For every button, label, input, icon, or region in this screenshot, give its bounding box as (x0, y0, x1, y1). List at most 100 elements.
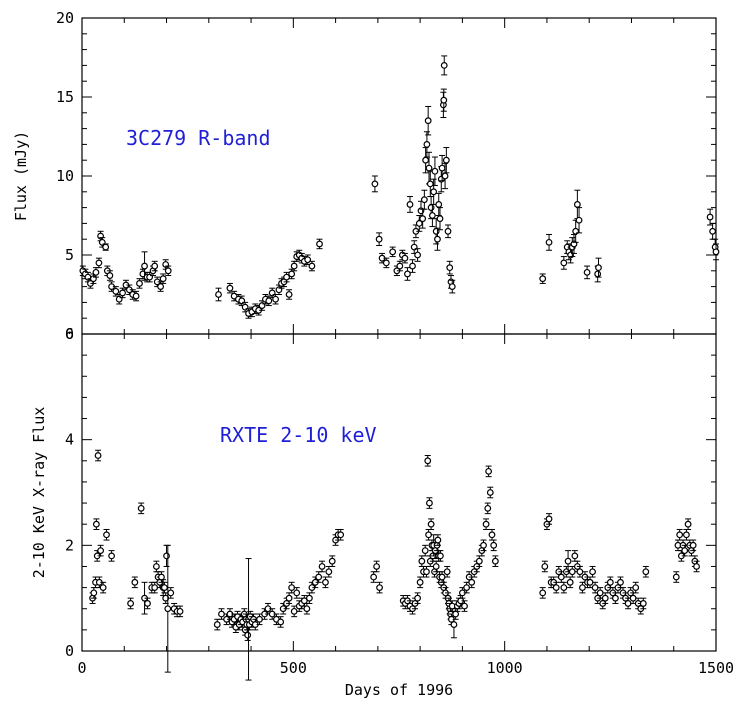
data-point (241, 301, 249, 313)
data-point (401, 252, 409, 264)
data-point (566, 576, 574, 589)
data-point (485, 465, 493, 478)
data-marker (108, 552, 115, 560)
data-point (639, 597, 647, 610)
data-marker (450, 621, 458, 628)
data-point (308, 260, 316, 272)
data-point (431, 156, 439, 186)
data-point (159, 273, 167, 284)
data-marker (328, 557, 336, 565)
data-point (444, 224, 452, 239)
data-marker (461, 602, 468, 610)
data-marker (591, 584, 599, 591)
data-marker (576, 568, 584, 576)
data-point (92, 518, 100, 530)
data-marker (337, 531, 345, 539)
data-marker (370, 573, 378, 581)
data-marker (373, 563, 380, 570)
data-marker (423, 568, 430, 576)
xray-y-ticks: 0 2 4 6 (65, 325, 716, 660)
data-marker (434, 536, 442, 544)
data-marker (226, 284, 234, 292)
data-point (315, 571, 323, 583)
data-marker (491, 557, 499, 565)
data-marker (103, 531, 110, 539)
data-marker (290, 262, 298, 270)
data-point (378, 252, 386, 264)
data-point (689, 539, 697, 552)
data-marker (441, 172, 449, 180)
data-marker (288, 584, 296, 591)
data-point (545, 233, 553, 251)
data-marker (440, 62, 448, 69)
data-point (215, 287, 222, 302)
data-marker (218, 610, 225, 618)
data-marker (422, 156, 430, 164)
data-point (706, 208, 714, 226)
data-marker (322, 578, 329, 586)
data-point (376, 581, 383, 594)
data-point (430, 178, 438, 205)
data-marker (428, 212, 436, 219)
data-marker (375, 235, 383, 243)
data-point (446, 260, 454, 275)
data-marker (485, 467, 493, 475)
data-marker (213, 621, 221, 628)
data-marker (176, 607, 184, 615)
data-marker (425, 164, 433, 172)
data-marker (672, 573, 680, 581)
data-point (300, 256, 308, 267)
data-point (461, 600, 468, 612)
y-tick-label: 4 (65, 431, 74, 449)
data-marker (424, 457, 432, 465)
data-point (167, 587, 175, 599)
data-point (95, 257, 103, 269)
data-point (132, 290, 140, 302)
data-point (683, 528, 690, 541)
data-point (612, 592, 619, 604)
data-marker (437, 552, 444, 560)
data-marker (401, 254, 409, 262)
data-marker (568, 568, 576, 576)
data-marker (414, 251, 421, 259)
data-marker (596, 589, 604, 597)
data-marker (624, 600, 632, 607)
data-marker (164, 605, 172, 613)
data-point (583, 265, 591, 280)
data-marker (136, 280, 143, 287)
data-point (482, 518, 490, 530)
data-point (265, 295, 273, 307)
data-marker (564, 557, 572, 565)
data-marker (545, 238, 553, 246)
xray-panel: RXTE 2-10 keV 2-10 KeV X-ray Flux 0 2 4 6 (30, 325, 717, 681)
data-point (426, 497, 433, 509)
data-point (285, 289, 293, 300)
data-marker (427, 204, 435, 212)
data-point (606, 576, 614, 589)
data-point (709, 222, 717, 240)
data-marker (406, 201, 414, 208)
data-marker (288, 270, 296, 278)
data-point (486, 486, 494, 499)
data-point (560, 256, 568, 270)
data-marker (468, 578, 476, 586)
data-point (261, 608, 268, 620)
data-point (424, 105, 432, 136)
data-point (108, 550, 115, 562)
data-marker (683, 531, 690, 539)
data-point (452, 608, 460, 620)
data-point (102, 243, 110, 251)
data-marker (443, 568, 451, 576)
data-marker (215, 291, 222, 298)
data-point (642, 565, 650, 578)
data-point (94, 449, 102, 462)
data-marker (431, 167, 439, 175)
data-marker (265, 297, 273, 305)
data-marker (95, 259, 103, 267)
data-point (480, 539, 487, 552)
optical-x-ticks (81, 18, 717, 334)
data-point (424, 455, 432, 467)
data-marker (161, 584, 168, 591)
data-point (676, 528, 684, 541)
data-marker (539, 275, 547, 283)
